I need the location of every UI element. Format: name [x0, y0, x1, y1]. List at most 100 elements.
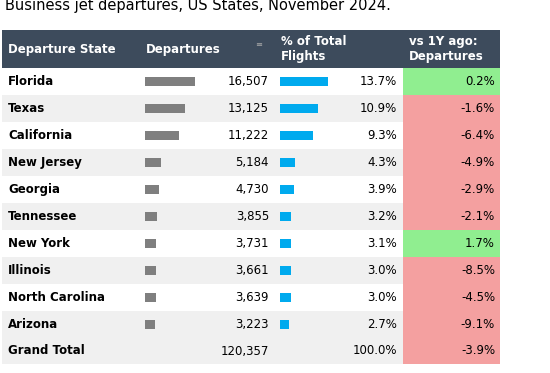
- Bar: [140, 176, 275, 203]
- Text: 3,639: 3,639: [235, 291, 269, 304]
- Bar: [2, 338, 140, 364]
- Bar: [280, 266, 290, 275]
- Text: 13,125: 13,125: [228, 102, 269, 115]
- Bar: [145, 212, 157, 221]
- Bar: [403, 122, 500, 149]
- Bar: [403, 311, 500, 338]
- Text: 9.3%: 9.3%: [367, 129, 397, 142]
- Text: -6.4%: -6.4%: [461, 129, 495, 142]
- Bar: [280, 212, 291, 221]
- Bar: [403, 257, 500, 284]
- Bar: [403, 176, 500, 203]
- Text: 120,357: 120,357: [221, 345, 269, 357]
- Bar: [140, 311, 275, 338]
- Text: New York: New York: [8, 237, 70, 250]
- Bar: [280, 104, 318, 113]
- Bar: [140, 338, 275, 364]
- Text: Illinois: Illinois: [8, 264, 52, 277]
- Text: Georgia: Georgia: [8, 183, 60, 196]
- Text: 2.7%: 2.7%: [367, 318, 397, 331]
- Text: 3.9%: 3.9%: [367, 183, 397, 196]
- Bar: [140, 122, 275, 149]
- Text: -3.9%: -3.9%: [461, 345, 495, 357]
- Bar: [145, 239, 156, 248]
- Text: 11,222: 11,222: [228, 129, 269, 142]
- Bar: [275, 203, 403, 230]
- Text: Departures: Departures: [146, 43, 221, 56]
- Bar: [403, 95, 500, 122]
- Bar: [280, 77, 328, 86]
- Bar: [145, 131, 179, 140]
- Text: California: California: [8, 129, 72, 142]
- Bar: [280, 320, 289, 329]
- Bar: [140, 203, 275, 230]
- Bar: [275, 122, 403, 149]
- Text: -9.1%: -9.1%: [461, 318, 495, 331]
- Bar: [275, 284, 403, 311]
- Text: New Jersey: New Jersey: [8, 156, 82, 169]
- Text: 3,855: 3,855: [236, 210, 269, 223]
- Bar: [403, 68, 500, 95]
- Bar: [403, 338, 500, 364]
- Bar: [145, 77, 195, 86]
- Bar: [2, 257, 140, 284]
- Bar: [403, 284, 500, 311]
- Bar: [2, 122, 140, 149]
- Text: vs 1Y ago:
Departures: vs 1Y ago: Departures: [409, 35, 484, 63]
- Bar: [2, 176, 140, 203]
- Text: 3,223: 3,223: [235, 318, 269, 331]
- Text: Business jet departures, US States, November 2024.: Business jet departures, US States, Nove…: [5, 0, 391, 13]
- Text: 3.0%: 3.0%: [367, 264, 397, 277]
- Text: 4,730: 4,730: [235, 183, 269, 196]
- Bar: [403, 230, 500, 257]
- Bar: [2, 68, 140, 95]
- Bar: [275, 68, 403, 95]
- Text: -2.1%: -2.1%: [461, 210, 495, 223]
- Bar: [140, 149, 275, 176]
- Bar: [275, 149, 403, 176]
- Bar: [145, 158, 161, 167]
- Text: Arizona: Arizona: [8, 318, 58, 331]
- Bar: [145, 185, 160, 194]
- Bar: [145, 266, 156, 275]
- Text: Grand Total: Grand Total: [8, 345, 85, 357]
- Text: Texas: Texas: [8, 102, 45, 115]
- Bar: [140, 284, 275, 311]
- Text: 100.0%: 100.0%: [353, 345, 397, 357]
- Text: 16,507: 16,507: [228, 75, 269, 88]
- Bar: [275, 338, 403, 364]
- Bar: [140, 230, 275, 257]
- Bar: [275, 311, 403, 338]
- Text: -4.5%: -4.5%: [461, 291, 495, 304]
- Text: -4.9%: -4.9%: [461, 156, 495, 169]
- Text: 3.0%: 3.0%: [367, 291, 397, 304]
- Text: -8.5%: -8.5%: [461, 264, 495, 277]
- Bar: [2, 284, 140, 311]
- Text: -1.6%: -1.6%: [461, 102, 495, 115]
- Text: 1.7%: 1.7%: [465, 237, 495, 250]
- Bar: [140, 95, 275, 122]
- Bar: [275, 95, 403, 122]
- Text: 3,731: 3,731: [235, 237, 269, 250]
- Text: 5,184: 5,184: [235, 156, 269, 169]
- Bar: [280, 185, 294, 194]
- Text: 3,661: 3,661: [235, 264, 269, 277]
- Text: ≡: ≡: [256, 40, 262, 49]
- Text: Departure State: Departure State: [8, 43, 116, 56]
- Text: % of Total
Flights: % of Total Flights: [281, 35, 346, 63]
- Bar: [275, 176, 403, 203]
- Bar: [2, 230, 140, 257]
- Text: -2.9%: -2.9%: [461, 183, 495, 196]
- Text: Tennessee: Tennessee: [8, 210, 78, 223]
- Bar: [280, 131, 312, 140]
- Bar: [145, 293, 156, 302]
- Text: 3.1%: 3.1%: [367, 237, 397, 250]
- Text: 10.9%: 10.9%: [360, 102, 397, 115]
- Bar: [403, 149, 500, 176]
- Bar: [2, 203, 140, 230]
- Text: North Carolina: North Carolina: [8, 291, 105, 304]
- Bar: [280, 293, 290, 302]
- Bar: [275, 257, 403, 284]
- Text: 4.3%: 4.3%: [367, 156, 397, 169]
- Bar: [2, 95, 140, 122]
